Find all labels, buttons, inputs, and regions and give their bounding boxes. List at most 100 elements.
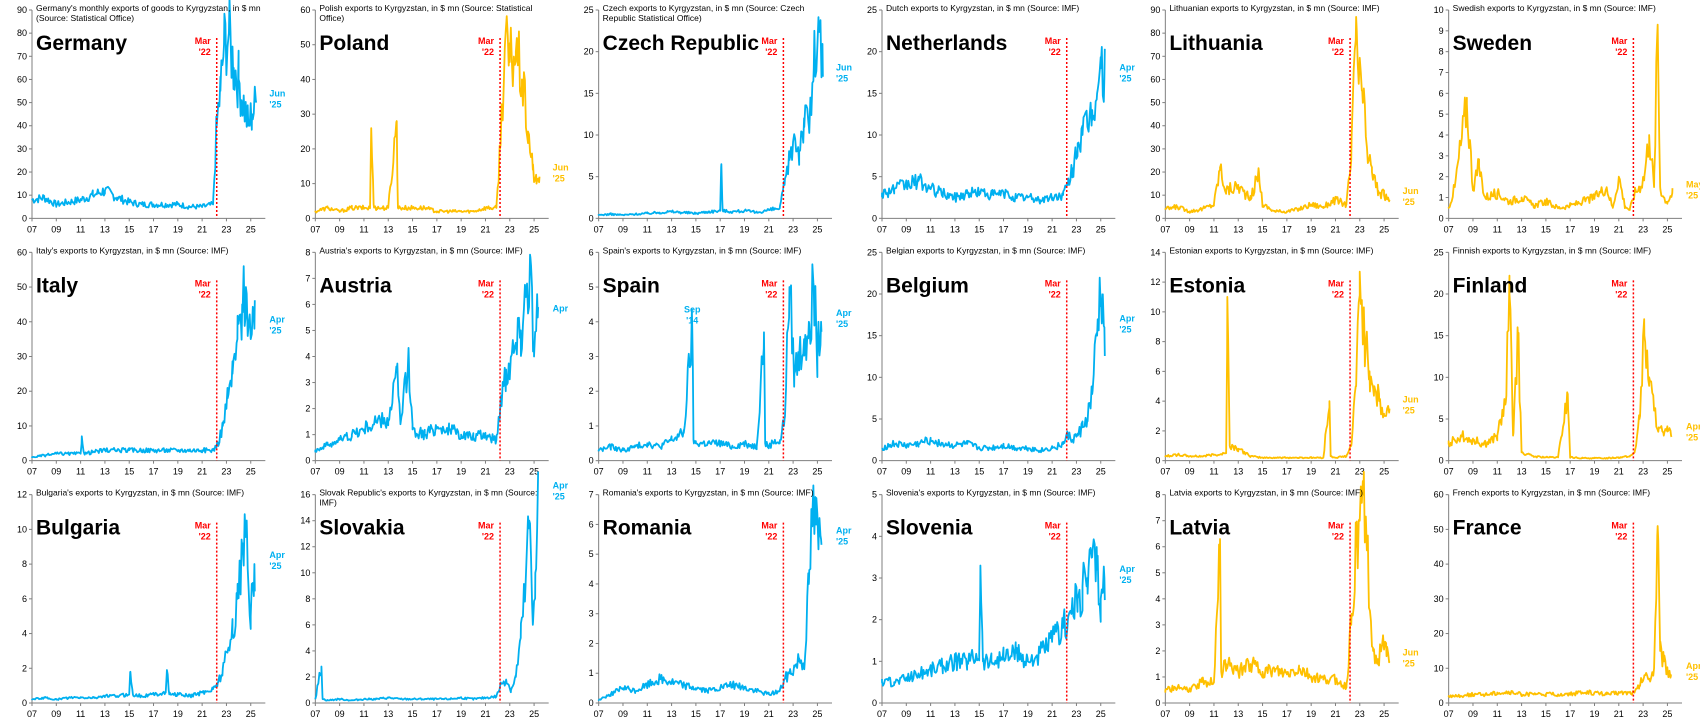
x-tick-label: 21 [480,224,490,234]
x-tick-label: 13 [1517,224,1527,234]
chart-title: Estonian exports to Kyrgyzstan, in $ mn … [1169,245,1373,255]
x-tick-label: 11 [1493,467,1502,477]
x-tick-label: 23 [1355,224,1365,234]
series-line [314,471,540,702]
end-label: Apr [269,315,285,325]
y-tick-label: 10 [867,130,877,140]
series-line [314,253,540,453]
end-label: '25 [1686,190,1698,200]
end-label: Jun [836,63,852,73]
marker-label: Mar [1045,36,1062,46]
x-tick-label: 09 [618,467,628,477]
marker-label: Mar [478,36,495,46]
x-tick-label: 09 [1468,224,1478,234]
x-tick-label: 15 [974,224,984,234]
series-line [881,538,1106,688]
y-tick-label: 4 [1155,594,1160,604]
x-tick-label: 07 [310,709,320,719]
x-tick-label: 19 [456,467,466,477]
y-tick-label: 0 [22,213,27,223]
x-tick-label: 23 [1071,709,1081,719]
chart-panel: 0 2 4 6 8 10 12 14 16 07 09 11 13 15 17 19 21 23 25 Mar'22 A… [300,471,569,719]
x-tick-label: 09 [1468,709,1478,719]
y-tick-label: 1 [589,421,594,431]
x-tick-label: 23 [1638,224,1648,234]
x-tick-label: 23 [505,467,515,477]
end-label: Apr [1686,422,1700,432]
x-tick-label: 21 [1614,224,1624,234]
y-tick-label: 40 [17,121,27,131]
x-tick-label: 13 [667,467,677,477]
x-tick-label: 11 [926,709,935,719]
y-tick-label: 4 [305,646,310,656]
end-label: Apr [836,525,852,535]
country-name: Slovakia [319,517,405,540]
y-tick-label: 2 [22,663,27,673]
marker-label: '22 [1049,47,1061,57]
country-name: Romania [603,517,692,540]
y-tick-label: 25 [867,5,877,15]
y-tick-label: 7 [1155,516,1160,526]
y-tick-label: 5 [305,325,310,335]
x-tick-label: 17 [999,224,1009,234]
y-tick-label: 15 [1434,331,1444,341]
chart-panel: 0 5 10 15 20 25 07 09 11 13 15 17 19 21 23 25 Mar'22 Apr'… [867,245,1135,476]
x-tick-label: 15 [1541,709,1551,719]
end-label: Apr [553,303,569,313]
x-tick-label: 13 [100,467,110,477]
y-tick-label: 6 [305,620,310,630]
marker-label: '22 [1332,289,1344,299]
x-tick-label: 23 [788,467,798,477]
x-tick-label: 07 [594,224,604,234]
marker-label: Mar [1328,521,1345,531]
series-line [597,16,824,217]
x-tick-label: 15 [408,709,418,719]
chart-title: Slovenia's exports to Kyrgyzstan, in $ m… [886,488,1096,498]
y-tick-label: 0 [1155,213,1160,223]
y-tick-label: 2 [872,615,877,625]
y-tick-label: 1 [589,668,594,678]
x-tick-label: 23 [1071,467,1081,477]
y-tick-label: 80 [1150,28,1160,38]
y-tick-label: 10 [867,372,877,382]
y-tick-label: 10 [300,568,310,578]
x-tick-label: 19 [456,709,466,719]
y-tick-label: 20 [17,386,27,396]
y-tick-label: 60 [17,247,27,257]
x-tick-label: 09 [51,709,61,719]
y-tick-label: 5 [872,172,877,182]
x-tick-label: 19 [1306,467,1316,477]
series-line [1447,525,1673,699]
x-tick-label: 15 [408,467,418,477]
marker-label: '22 [199,47,211,57]
x-tick-label: 21 [1330,467,1340,477]
y-tick-label: 0 [589,698,594,708]
y-tick-label: 10 [17,421,27,431]
y-tick-label: 40 [1434,559,1444,569]
end-label: '25 [1686,672,1698,682]
end-label: Apr [553,481,569,491]
country-name: France [1453,517,1522,540]
y-tick-label: 60 [1150,74,1160,84]
x-tick-label: 11 [1493,224,1502,234]
y-tick-label: 30 [17,144,27,154]
marker-label: Mar [761,36,778,46]
x-tick-label: 23 [221,224,231,234]
x-tick-label: 21 [480,709,490,719]
x-tick-label: 19 [739,467,749,477]
y-tick-label: 2 [305,672,310,682]
series-line [1164,470,1391,693]
y-tick-label: 0 [1155,698,1160,708]
country-name: Sweden [1453,32,1532,55]
chart-title: Latvia exports to Kyrgyzstan, in $ mn (S… [1169,488,1363,498]
y-tick-label: 70 [17,51,27,61]
country-name: Spain [603,274,660,297]
x-tick-label: 07 [877,224,887,234]
chart-title: Romania's exports to Kyrgyzstan, in $ mn… [603,488,814,498]
y-tick-label: 30 [1150,144,1160,154]
end-label: '25 [836,74,848,84]
x-tick-label: 07 [310,467,320,477]
y-tick-label: 30 [300,109,310,119]
